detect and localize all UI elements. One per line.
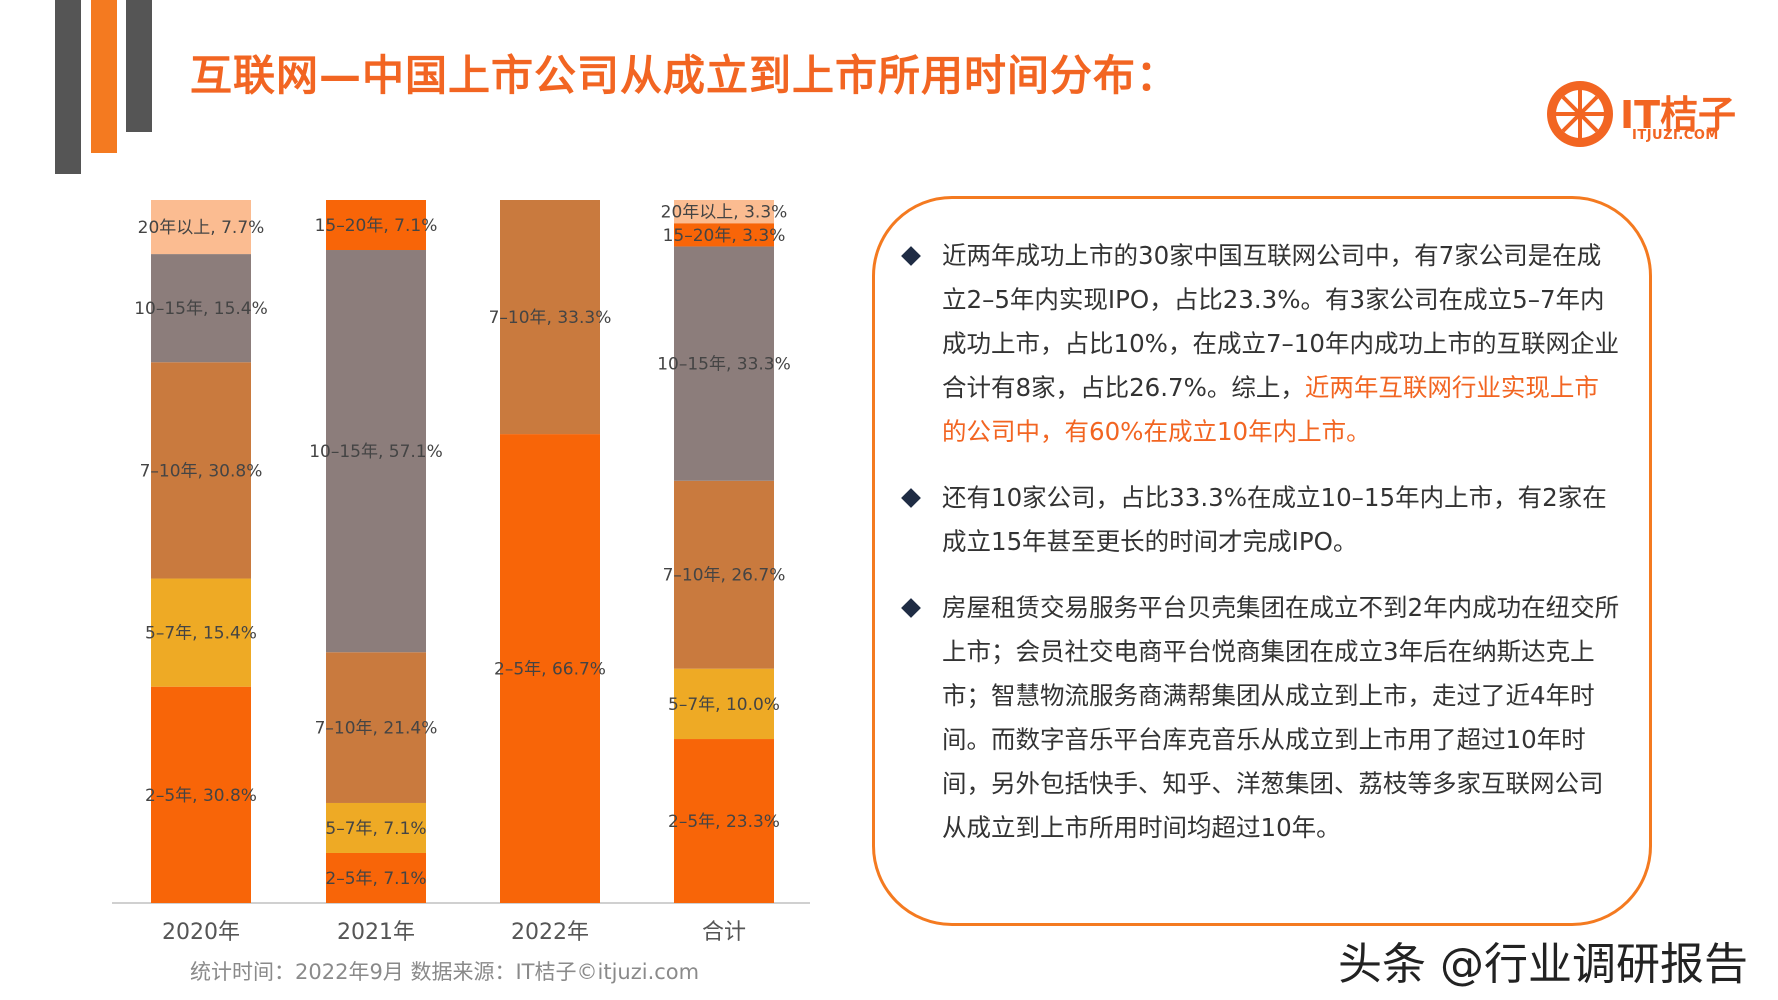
- bar-segment-2-5-3: [674, 739, 774, 903]
- data-label-15-20-1: 15–20年, 7.1%: [315, 216, 438, 236]
- data-label-2-5-1: 2–5年, 7.1%: [325, 869, 426, 889]
- bar-segment-20+-0: [151, 200, 251, 255]
- data-label-2-5-3: 2–5年, 23.3%: [668, 812, 780, 832]
- x-tick-label-3: 合计: [702, 920, 746, 945]
- data-label-2-5-0: 2–5年, 30.8%: [145, 786, 257, 806]
- text-panel: [872, 196, 1652, 926]
- data-label-7-10-0: 7–10年, 30.8%: [140, 461, 263, 481]
- bar-segment-5-7-1: [326, 802, 426, 853]
- bar-segment-10-15-0: [151, 254, 251, 363]
- bar-segment-2-5-2: [500, 434, 600, 903]
- bar-segment-10-15-1: [326, 250, 426, 653]
- bar-segment-5-7-0: [151, 578, 251, 687]
- bullet-1-highlight: 近两年互联网行业实现上市的公司中，有60%在成立10年内上市。: [942, 373, 1599, 446]
- data-label-2-5-2: 2–5年, 66.7%: [494, 660, 606, 680]
- bar-segment-7-10-1: [326, 652, 426, 803]
- decor-bar-gray-1: [55, 0, 81, 174]
- data-label-10-15-1: 10–15年, 57.1%: [309, 442, 443, 462]
- data-label-7-10-2: 7–10年, 33.3%: [489, 308, 612, 328]
- bullet-1: 近两年成功上市的30家中国互联网公司中，有7家公司是在成立2–5年内实现IPO，…: [901, 234, 1622, 454]
- bar-segment-20+-3: [674, 200, 774, 224]
- page-title: 互联网—中国上市公司从成立到上市所用时间分布：: [190, 51, 1180, 100]
- bar-segment-15-20-1: [326, 200, 426, 251]
- source-note: 统计时间：2022年9月 数据来源：IT桔子©itjuzi.com: [190, 960, 700, 984]
- data-label-10-15-0: 10–15年, 15.4%: [134, 299, 268, 319]
- data-label-5-7-3: 5–7年, 10.0%: [668, 695, 780, 715]
- data-label-15-20-3: 15–20年, 3.3%: [663, 226, 786, 246]
- logo-subtitle: ITJUZI.COM: [1632, 128, 1719, 143]
- stacked-bar-chart: 2–5年, 30.8% 5–7年, 15.4% 7–10年, 30.8% 10–15年…: [112, 200, 810, 945]
- x-tick-label-1: 2021年: [337, 920, 415, 945]
- bullet-2: 还有10家公司，占比33.3%在成立10–15年内上市，有2家在成立15年甚至更…: [901, 476, 1622, 564]
- data-label-7-10-1: 7–10年, 21.4%: [315, 719, 438, 739]
- bar-segment-15-20-3: [674, 223, 774, 247]
- bar-segment-2-5-1: [326, 852, 426, 903]
- watermark: 头条 @行业调研报告: [1338, 939, 1748, 990]
- data-label-7-10-3: 7–10年, 26.7%: [663, 566, 786, 586]
- logo-name: IT桔子: [1620, 93, 1737, 137]
- decor-bar-orange: [91, 0, 117, 153]
- decor-bar-gray-2: [126, 0, 152, 132]
- bar-segment-7-10-3: [674, 480, 774, 669]
- data-label-5-7-0: 5–7年, 15.4%: [145, 624, 257, 644]
- itjuzi-logo-icon: [1547, 81, 1613, 147]
- bullet-1-text: 近两年成功上市的30家中国互联网公司中，有7家公司是在成立2–5年内实现IPO，…: [942, 241, 1619, 402]
- bar-segment-5-7-3: [674, 668, 774, 740]
- bullet-3: 房屋租赁交易服务平台贝壳集团在成立不到2年内成功在纽交所上市；会员社交电商平台悦…: [901, 586, 1622, 850]
- bullet-3-text: 房屋租赁交易服务平台贝壳集团在成立不到2年内成功在纽交所上市；会员社交电商平台悦…: [942, 593, 1620, 842]
- bullet-2-text: 还有10家公司，占比33.3%在成立10–15年内上市，有2家在成立15年甚至更…: [942, 483, 1607, 556]
- data-label-20+-3: 20年以上, 3.3%: [661, 203, 788, 223]
- bar-segment-2-5-0: [151, 686, 251, 903]
- bar-segment-7-10-0: [151, 362, 251, 579]
- data-label-10-15-3: 10–15年, 33.3%: [657, 355, 791, 375]
- x-tick-label-0: 2020年: [162, 920, 240, 945]
- x-tick-label-2: 2022年: [511, 920, 589, 945]
- data-label-5-7-1: 5–7年, 7.1%: [325, 819, 426, 839]
- bar-segment-7-10-2: [500, 200, 600, 435]
- bar-segment-10-15-3: [674, 246, 774, 481]
- data-label-20+-0: 20年以上, 7.7%: [138, 218, 265, 238]
